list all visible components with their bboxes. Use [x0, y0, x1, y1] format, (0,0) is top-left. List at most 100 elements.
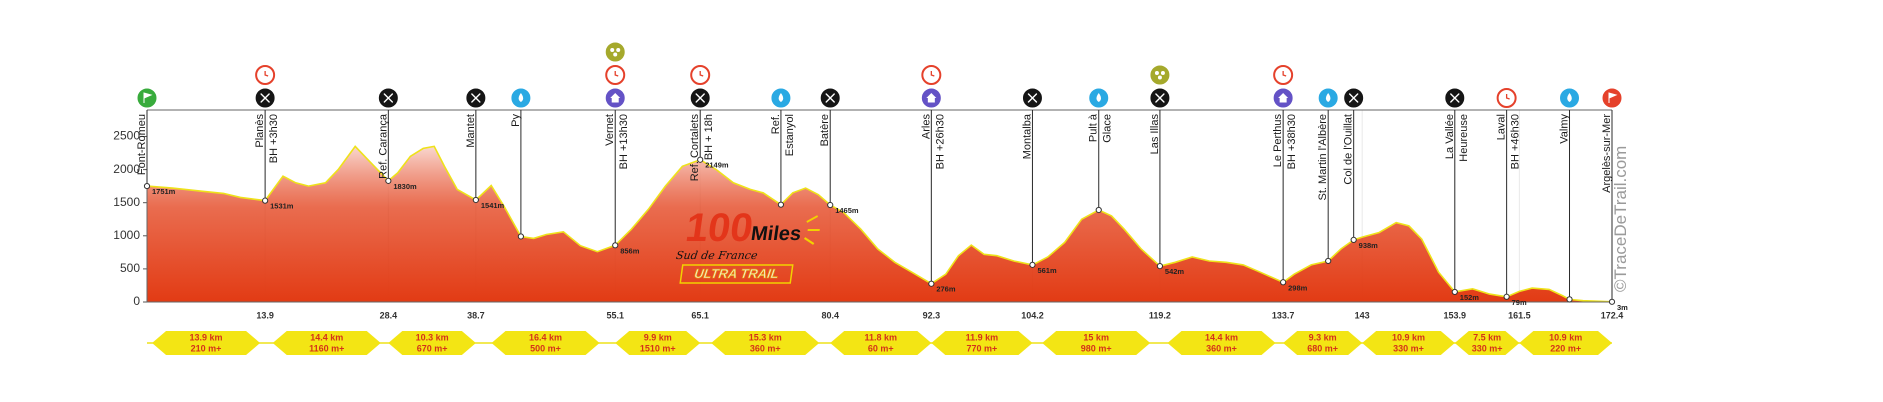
- elevation-line: [146, 145, 1613, 303]
- icon-glyph: [616, 48, 621, 52]
- waypoint-name: Valmy: [1559, 114, 1571, 144]
- elevation-label: 79m: [1512, 298, 1527, 307]
- segment-distance: 11.8 km: [865, 332, 898, 342]
- waypoint-name: Le Perthus: [1272, 114, 1284, 168]
- waypoint-point: [385, 177, 392, 184]
- waypoint-point: [1156, 263, 1164, 270]
- icon-glyph: [518, 93, 524, 102]
- x-tick-label: 38.7: [467, 310, 485, 320]
- icon-flag-finish: [1602, 88, 1622, 108]
- icon-glyph: [1325, 93, 1331, 102]
- segment-gain: 680 m+: [1307, 343, 1338, 353]
- segment-distance: 14.4 km: [1205, 332, 1238, 342]
- icon-glyph: [1608, 92, 1618, 103]
- elevation-label: 298m: [1288, 283, 1308, 292]
- segment-gain: 330 m+: [1472, 343, 1503, 353]
- segment-diamond: [615, 331, 701, 355]
- waypoint-point: [262, 197, 269, 204]
- waypoint: Montalba 561m: [1021, 88, 1057, 275]
- segment-diamond: [1167, 331, 1276, 355]
- waypoint-point: [1350, 236, 1357, 243]
- y-tick-label: 2500: [113, 129, 140, 143]
- waypoint-name: Planès: [254, 114, 266, 148]
- waypoint: Py: [510, 88, 531, 240]
- icon-glyph: [699, 71, 704, 77]
- icon-glyph: [613, 52, 618, 57]
- waypoint-name: Montalba: [1021, 113, 1033, 159]
- icon-glyph: [1027, 93, 1038, 103]
- y-tick-label: 1500: [113, 195, 140, 209]
- icon-circle: [605, 42, 625, 62]
- waypoint-point: [697, 156, 704, 163]
- waypoint-name: Batère: [819, 114, 831, 146]
- segment-diamond: [830, 331, 932, 355]
- waypoint: Ref. Estanyol: [770, 88, 796, 208]
- waypoint: Ref. Carança 1830m: [377, 88, 417, 191]
- waypoint-name: Ref.: [770, 114, 782, 134]
- waypoint: Arles BH +26h30 276m: [920, 65, 956, 294]
- waypoint-point: [612, 242, 619, 249]
- icon-food: [820, 88, 840, 108]
- elevation-area: [147, 146, 1612, 302]
- x-tick-label: 13.9: [256, 310, 274, 320]
- waypoint-name: Laval: [1496, 114, 1508, 140]
- logo-tag: ULTRA TRAIL: [693, 266, 779, 281]
- icon-clock: [1273, 65, 1294, 85]
- segment-diamond: [388, 331, 476, 355]
- logo-word: Miles: [750, 223, 803, 245]
- watermark: ©TraceDeTrail.com: [1611, 146, 1630, 292]
- segment-distance: 7.5 km: [1473, 332, 1501, 342]
- icon-food: [378, 88, 398, 108]
- waypoint: St. Martin l'Albère: [1317, 88, 1338, 265]
- waypoint-point: [827, 201, 834, 209]
- icon-flag-start: [137, 88, 157, 108]
- icon-glyph: [695, 93, 705, 103]
- icon-glyph: [1567, 93, 1572, 102]
- waypoint-name: Col de l'Ouillat: [1343, 114, 1355, 185]
- waypoint-name: Glace: [1102, 114, 1114, 143]
- icon-water: [1089, 88, 1109, 108]
- icon-clock: [1496, 88, 1517, 108]
- logo: 100 Miles Sud de France ULTRA TRAIL: [675, 205, 820, 284]
- icon-clock: [605, 65, 626, 85]
- icon-circle: [137, 88, 157, 108]
- segment-distance: 10.3 km: [416, 332, 449, 342]
- waypoint-point: [1280, 279, 1287, 286]
- icon-glyph: [1160, 71, 1165, 75]
- x-tick-label: 65.1: [691, 310, 709, 320]
- icon-crew: [605, 42, 625, 62]
- segment-diamond: [491, 331, 600, 355]
- segment-gain: 60 m+: [868, 343, 894, 353]
- elevation-label: 1541m: [481, 201, 505, 210]
- waypoint-point: [1095, 206, 1102, 214]
- waypoint-name: Ref. Cortalets: [689, 114, 701, 182]
- icon-lodge: [1273, 88, 1293, 108]
- x-tick-label: 119.2: [1149, 310, 1171, 320]
- waypoint: Col de l'Ouillat 938m: [1343, 88, 1378, 250]
- segment-gain: 220 m+: [1550, 343, 1581, 353]
- waypoint-name: Font-Romeu: [136, 114, 148, 175]
- waypoint-name: Py: [510, 114, 522, 127]
- waypoint: Las Illas 542m: [1149, 65, 1184, 276]
- waypoint-point: [517, 233, 524, 240]
- x-tick-label: 55.1: [606, 310, 624, 320]
- segment-diamond: [1519, 331, 1612, 355]
- icon-water: [511, 88, 531, 108]
- icon-water: [771, 88, 791, 108]
- segment-distance: 10.9 km: [1549, 332, 1582, 342]
- x-tick-label: 80.4: [821, 310, 839, 320]
- waypoint: Batère 1465m: [819, 88, 859, 215]
- segment-gain: 1160 m+: [309, 343, 344, 353]
- segment-diamond: [1362, 331, 1455, 355]
- waypoint-name: BH + 18h: [703, 114, 715, 160]
- x-tick-label: 172.4: [1601, 310, 1624, 320]
- segment-gain: 210 m+: [191, 343, 222, 353]
- y-tick-label: 0: [133, 294, 140, 308]
